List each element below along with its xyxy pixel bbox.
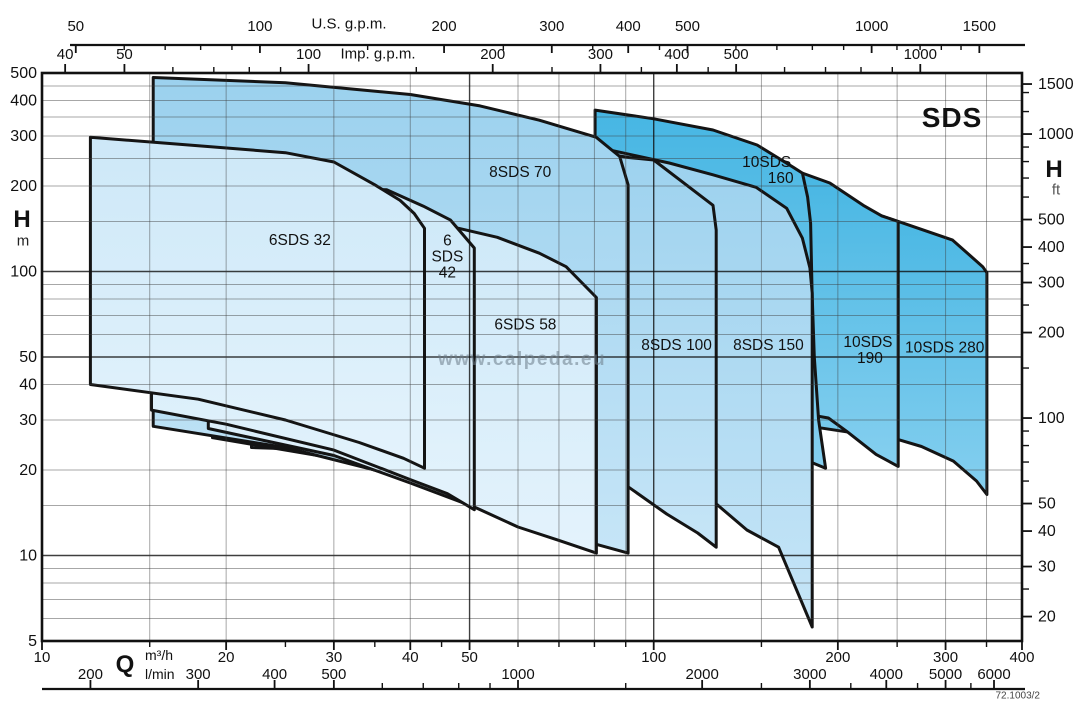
imp-gpm-tick-label-300: 300 bbox=[588, 46, 613, 63]
m3h-tick-label-200: 200 bbox=[825, 649, 850, 666]
h-ft-axis: 1500 1000 500 400 300 200 100 50 40 30 20 bbox=[1022, 76, 1074, 626]
lmin-tick-label-500: 500 bbox=[321, 666, 346, 683]
series-label-10sds-160-line2: 160 bbox=[768, 170, 794, 187]
flow-unit-m3h: m³/h bbox=[145, 647, 173, 663]
h-ft-tick-label-1000: 1000 bbox=[1038, 126, 1074, 143]
flow-symbol: Q bbox=[115, 651, 135, 678]
head-symbol-left: H bbox=[13, 206, 31, 233]
us-gpm-tick-label-100: 100 bbox=[247, 18, 272, 35]
imp-gpm-axis-title: Imp. g.p.m. bbox=[340, 45, 416, 63]
h-m-tick-label-50: 50 bbox=[19, 349, 37, 366]
m3h-tick-label-100: 100 bbox=[641, 649, 666, 666]
m3h-tick-label-400: 400 bbox=[1009, 649, 1034, 666]
series-label-10sds-160-line1: 10SDS bbox=[742, 154, 791, 171]
us-gpm-tick-label-1000: 1000 bbox=[855, 18, 888, 35]
series-label-6sds-32: 6SDS 32 bbox=[269, 232, 331, 249]
plot-border bbox=[40, 71, 1024, 643]
head-symbol-right: H bbox=[1045, 156, 1063, 183]
series-label-8sds-100: 8SDS 100 bbox=[641, 337, 712, 354]
watermark: www.calpeda.eu bbox=[437, 349, 607, 370]
h-m-tick-label-10: 10 bbox=[19, 548, 37, 565]
m3h-tick-label-30: 30 bbox=[326, 649, 343, 666]
imp-gpm-tick-label-100: 100 bbox=[296, 46, 321, 63]
us-gpm-tick-label-50: 50 bbox=[67, 18, 84, 35]
us-gpm-axis-title: U.S. g.p.m. bbox=[311, 15, 387, 33]
m3h-axis: 10 20 30 40 50 100 200 300 400 bbox=[34, 641, 1035, 666]
grid-lines bbox=[42, 73, 1023, 641]
h-ft-tick-label-500: 500 bbox=[1038, 212, 1065, 229]
series-label-6sds-42-line1: 6 bbox=[443, 232, 452, 249]
head-unit-left: m bbox=[16, 232, 30, 250]
imp-gpm-tick-label-500: 500 bbox=[724, 46, 749, 63]
us-gpm-tick-label-500: 500 bbox=[675, 18, 700, 35]
lmin-tick-label-1000: 1000 bbox=[501, 666, 534, 683]
lmin-tick-label-400: 400 bbox=[262, 666, 287, 683]
lmin-tick-label-300: 300 bbox=[186, 666, 211, 683]
h-m-tick-label-100: 100 bbox=[10, 264, 37, 281]
series-label-10sds-190-line1: 10SDS bbox=[843, 334, 892, 351]
imp-gpm-tick-label-400: 400 bbox=[664, 46, 689, 63]
m3h-tick-label-10: 10 bbox=[34, 649, 51, 666]
h-m-tick-label-5: 5 bbox=[28, 633, 37, 650]
imp-gpm-axis: 40 50 100 200 300 400 500 1000 bbox=[57, 46, 937, 73]
h-m-tick-label-400: 400 bbox=[10, 93, 37, 110]
document-code: 72.1003/2 bbox=[995, 690, 1041, 702]
lmin-tick-label-4000: 4000 bbox=[870, 666, 903, 683]
lmin-axis: 200 300 400 500 1000 2000 3000 4000 5000 6000 bbox=[42, 666, 1025, 691]
h-ft-tick-label-400: 400 bbox=[1038, 239, 1065, 256]
m3h-tick-label-20: 20 bbox=[218, 649, 235, 666]
imp-gpm-tick-label-1000: 1000 bbox=[904, 46, 937, 63]
series-label-8sds-150: 8SDS 150 bbox=[733, 337, 804, 354]
us-gpm-axis: 50 100 200 300 400 500 1000 1500 bbox=[67, 18, 1025, 53]
h-m-tick-label-200: 200 bbox=[10, 178, 37, 195]
h-ft-tick-label-100: 100 bbox=[1038, 410, 1065, 427]
series-label-6sds-42-line2: SDS bbox=[431, 248, 463, 265]
lmin-tick-label-200: 200 bbox=[78, 666, 103, 683]
lmin-tick-label-6000: 6000 bbox=[977, 666, 1010, 683]
m3h-tick-label-50: 50 bbox=[461, 649, 478, 666]
h-m-tick-label-40: 40 bbox=[19, 377, 37, 394]
series-label-6sds-58: 6SDS 58 bbox=[494, 317, 556, 334]
envelope-6sds-32 bbox=[88, 135, 426, 470]
product-family-title: SDS bbox=[921, 102, 983, 133]
h-m-tick-label-30: 30 bbox=[19, 412, 37, 429]
imp-gpm-tick-label-50: 50 bbox=[116, 46, 133, 63]
lmin-tick-label-2000: 2000 bbox=[685, 666, 718, 683]
imp-gpm-tick-label-40: 40 bbox=[57, 46, 74, 63]
flow-unit-lmin: l/min bbox=[145, 666, 175, 682]
series-label-6sds-42-line3: 42 bbox=[439, 264, 456, 281]
us-gpm-tick-label-300: 300 bbox=[539, 18, 564, 35]
h-ft-tick-label-1500: 1500 bbox=[1038, 76, 1074, 93]
h-ft-tick-label-300: 300 bbox=[1038, 275, 1065, 292]
m3h-tick-label-300: 300 bbox=[933, 649, 958, 666]
h-m-tick-label-300: 300 bbox=[10, 128, 37, 145]
h-ft-tick-label-20: 20 bbox=[1038, 609, 1056, 626]
series-label-8sds-70: 8SDS 70 bbox=[489, 164, 551, 181]
h-ft-tick-label-30: 30 bbox=[1038, 559, 1056, 576]
h-m-tick-label-20: 20 bbox=[19, 462, 37, 479]
head-unit-right: ft bbox=[1051, 181, 1061, 199]
lmin-tick-label-3000: 3000 bbox=[793, 666, 826, 683]
h-ft-tick-label-50: 50 bbox=[1038, 496, 1056, 513]
m3h-tick-label-40: 40 bbox=[402, 649, 419, 666]
series-label-10sds-280: 10SDS 280 bbox=[905, 340, 985, 357]
us-gpm-tick-label-400: 400 bbox=[616, 18, 641, 35]
h-m-axis: 500 400 300 200 100 50 40 30 20 10 5 bbox=[10, 65, 37, 650]
h-ft-tick-label-200: 200 bbox=[1038, 325, 1065, 342]
us-gpm-tick-label-200: 200 bbox=[432, 18, 457, 35]
imp-gpm-tick-label-200: 200 bbox=[480, 46, 505, 63]
h-ft-tick-label-40: 40 bbox=[1038, 523, 1056, 540]
lmin-tick-label-5000: 5000 bbox=[929, 666, 962, 683]
us-gpm-tick-label-1500: 1500 bbox=[963, 18, 996, 35]
h-m-tick-label-500: 500 bbox=[10, 65, 37, 82]
series-label-10sds-190-line2: 190 bbox=[857, 350, 883, 367]
